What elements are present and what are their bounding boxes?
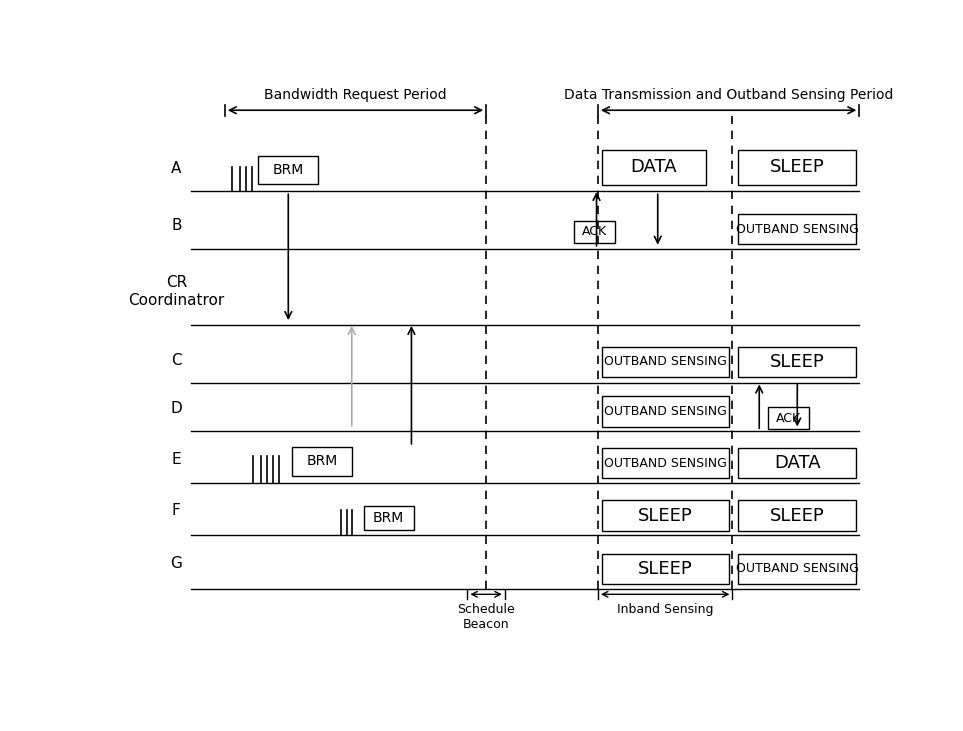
Text: DATA: DATA [774,454,820,472]
Text: ACK: ACK [582,225,608,238]
Bar [739,346,856,377]
Text: OUTBAND SENSING: OUTBAND SENSING [736,562,859,575]
Bar [602,554,729,584]
Text: C: C [171,352,182,368]
Bar [739,448,856,478]
Text: BRM: BRM [306,455,337,469]
Text: Schedule
Beacon: Schedule Beacon [457,603,515,631]
Bar [364,506,414,529]
Bar [739,554,856,584]
Text: D: D [170,401,182,416]
Bar [602,500,729,531]
Bar [602,448,729,478]
Text: Data Transmission and Outband Sensing Period: Data Transmission and Outband Sensing Pe… [564,88,894,102]
Bar [768,407,809,429]
Bar [739,500,856,531]
Text: OUTBAND SENSING: OUTBAND SENSING [604,355,727,368]
Text: BRM: BRM [273,163,304,177]
Text: Bandwidth Request Period: Bandwidth Request Period [264,88,447,102]
Text: BRM: BRM [373,511,404,525]
Text: OUTBAND SENSING: OUTBAND SENSING [736,222,859,235]
Text: OUTBAND SENSING: OUTBAND SENSING [604,405,727,418]
Text: SLEEP: SLEEP [769,353,824,371]
Text: SLEEP: SLEEP [638,507,692,525]
Text: B: B [171,218,182,232]
Text: DATA: DATA [631,158,677,176]
Bar [258,156,318,184]
Bar [292,447,351,476]
Bar [739,150,856,184]
Bar [602,346,729,377]
Text: G: G [170,556,182,571]
Text: SLEEP: SLEEP [769,158,824,176]
Text: F: F [172,504,181,518]
Bar [574,221,615,243]
Text: Inband Sensing: Inband Sensing [617,603,714,616]
Bar [739,213,856,244]
Text: A: A [171,162,182,176]
Text: SLEEP: SLEEP [638,560,692,578]
Text: OUTBAND SENSING: OUTBAND SENSING [604,457,727,469]
Text: ACK: ACK [776,412,801,425]
Bar [602,396,729,427]
Text: SLEEP: SLEEP [769,507,824,525]
Bar [602,150,706,184]
Text: E: E [171,452,181,466]
Text: CR
Coordinatror: CR Coordinatror [128,276,224,308]
